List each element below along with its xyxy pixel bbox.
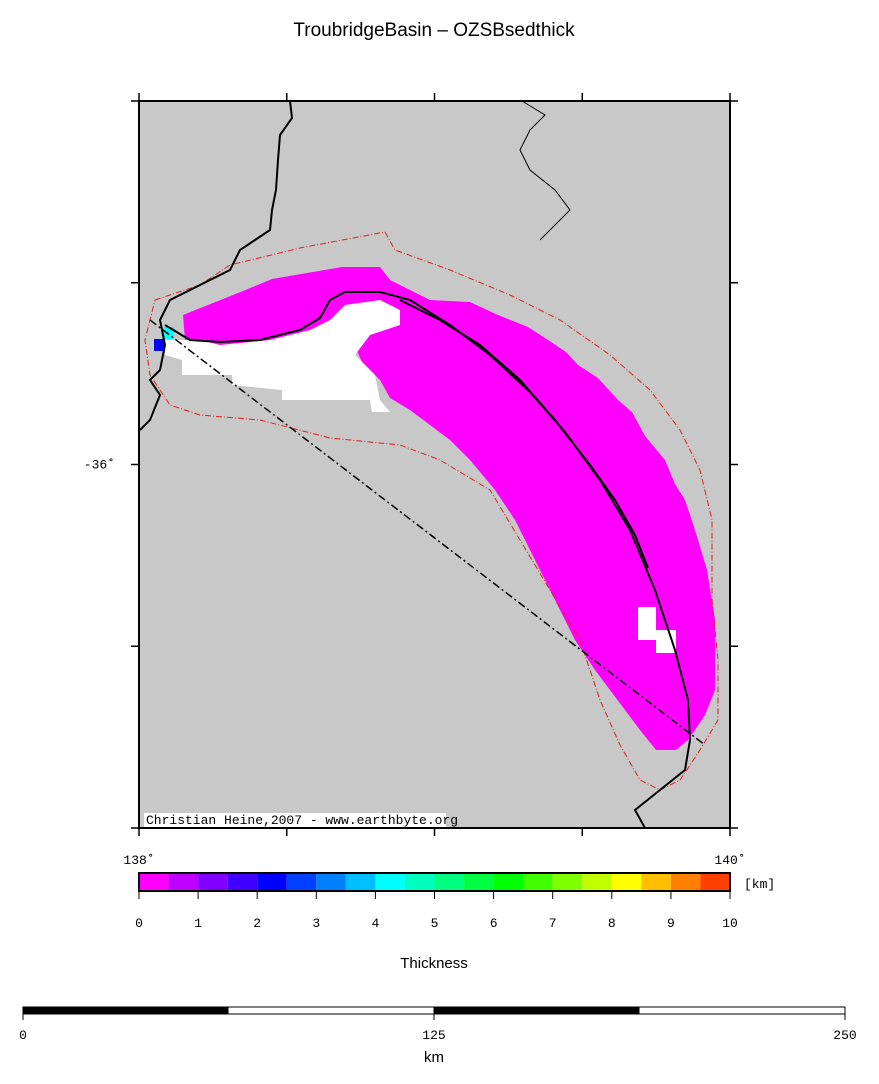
scalebar-unit: km (424, 1049, 444, 1066)
colorbar-swatch (198, 873, 228, 891)
colorbar-label: Thickness (400, 955, 468, 972)
colorbar-swatch (286, 873, 317, 891)
basin-cell (154, 339, 164, 351)
colorbar-swatch (434, 873, 465, 891)
colorbar-tick-label: 7 (549, 916, 557, 931)
scalebar-segment (23, 1007, 229, 1014)
colorbar-tick-label: 1 (194, 916, 202, 931)
lat-label: -36˚ (84, 458, 115, 473)
lon-label: 140˚ (714, 853, 745, 868)
lon-label: 138˚ (123, 853, 154, 868)
colorbar-tick-label: 5 (431, 916, 439, 931)
scalebar-segment (434, 1007, 640, 1014)
colorbar-swatch (345, 873, 376, 891)
colorbar-swatch (552, 873, 583, 891)
colorbar-swatch (700, 873, 730, 891)
credit: Christian Heine,2007 - www.earthbyte.org (146, 813, 458, 828)
colorbar-swatch (493, 873, 524, 891)
colorbar-swatch (670, 873, 701, 891)
colorbar-swatch (523, 873, 553, 891)
colorbar-tick-label: 2 (253, 916, 261, 931)
coastline (139, 100, 692, 829)
colorbar-tick-label: 0 (135, 916, 143, 931)
colorbar-swatch (641, 873, 671, 891)
colorbar-swatch (139, 873, 169, 891)
river (519, 100, 571, 241)
basin-cell (164, 327, 174, 339)
colorbar-swatch (375, 873, 405, 891)
basin-thickness (183, 267, 715, 750)
map-area: Christian Heine,2007 - www.earthbyte.org (138, 100, 731, 829)
colorbar-unit: [km] (744, 877, 775, 892)
colorbar-tick-label: 9 (667, 916, 675, 931)
title: TroubridgeBasin – OZSBsedthick (293, 20, 575, 41)
colorbar-tick-label: 6 (490, 916, 498, 931)
basin-outline (144, 231, 719, 791)
colorbar-swatch (168, 873, 199, 891)
scalebar-tick-label: 125 (422, 1028, 445, 1043)
basin-nodata (165, 300, 676, 653)
scalebar-tick-label: 0 (19, 1028, 27, 1043)
colorbar-tick-label: 10 (722, 916, 738, 931)
colorbar-swatch (464, 873, 494, 891)
colorbar-swatch (227, 873, 258, 891)
colorbar-tick-label: 8 (608, 916, 616, 931)
colorbar-swatch (582, 873, 612, 891)
scalebar-tick-label: 250 (833, 1028, 856, 1043)
colorbar-swatch (316, 873, 346, 891)
colorbar-tick-label: 3 (312, 916, 320, 931)
section-line (149, 319, 706, 746)
credit-box (144, 813, 446, 827)
colorbar-swatch (404, 873, 435, 891)
colorbar-swatch (611, 873, 642, 891)
colorbar-tick-label: 4 (371, 916, 379, 931)
colorbar-swatch (257, 873, 287, 891)
